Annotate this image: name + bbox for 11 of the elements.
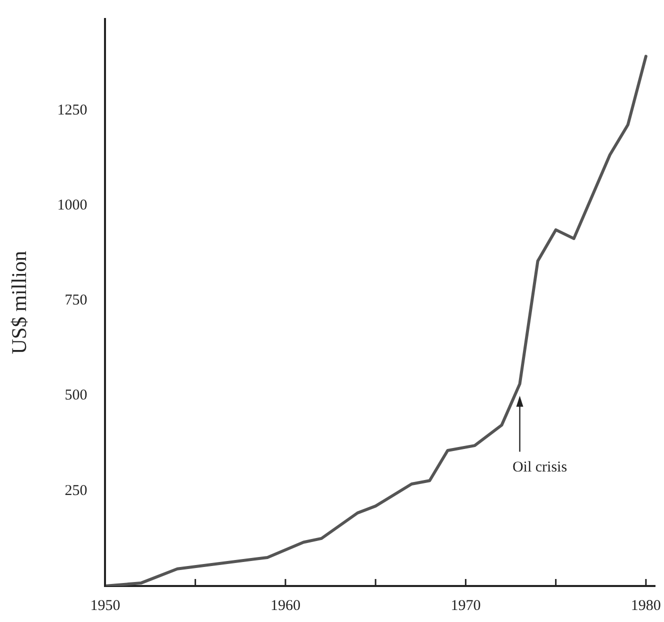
y-tick-label: 1250 [57, 102, 88, 118]
x-tick-label: 1950 [90, 598, 120, 614]
y-tick-label: 500 [64, 388, 88, 404]
x-tick-label: 1970 [450, 598, 481, 614]
x-tick-label: 1960 [270, 598, 300, 614]
x-tick-label: 1980 [630, 598, 661, 614]
annotation: Oil crisis [512, 460, 568, 476]
y-tick-label: 750 [64, 292, 88, 309]
y-tick-label: 250 [64, 482, 88, 499]
y-axis-title: US$ million [7, 250, 32, 354]
y-tick-label: 1000 [57, 197, 88, 214]
